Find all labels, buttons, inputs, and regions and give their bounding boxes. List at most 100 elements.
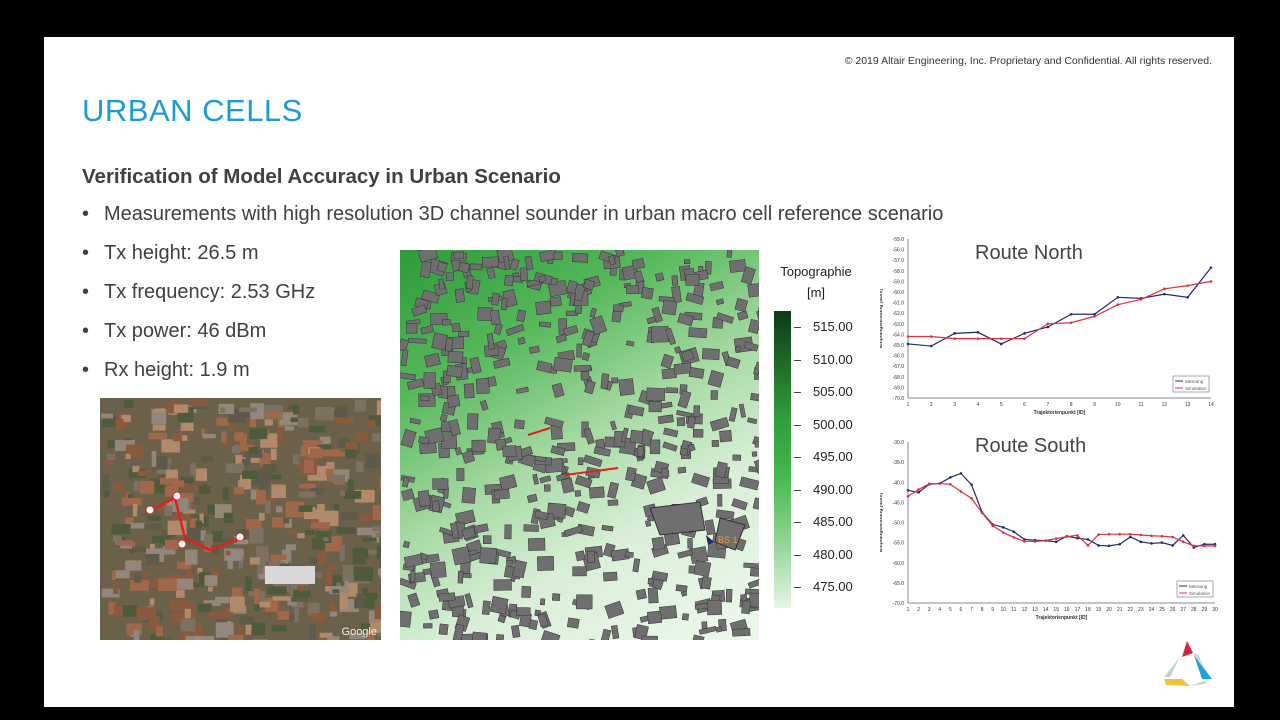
building: [526, 493, 538, 504]
data-point: [1012, 530, 1016, 534]
x-tick-label: 17: [1075, 607, 1081, 613]
colorbar-tick: [794, 489, 801, 491]
y-tick-label: -65.0: [893, 581, 905, 587]
building: [406, 378, 425, 391]
roof: [298, 505, 313, 512]
building: [715, 312, 735, 324]
roof: [254, 588, 260, 605]
roof: [221, 431, 227, 444]
building: [734, 298, 749, 313]
building: [729, 259, 747, 273]
roof: [329, 611, 337, 617]
building: [732, 454, 742, 461]
data-point: [1160, 534, 1164, 538]
building: [420, 325, 434, 335]
y-tick-label: -30.0: [893, 440, 905, 446]
colorbar-title-text: Topographie: [780, 264, 852, 279]
data-point: [1107, 532, 1111, 536]
data-point: [930, 335, 933, 338]
data-point: [1044, 539, 1047, 542]
colorbar-label: 490.00: [813, 481, 853, 497]
x-tick-label: 20: [1106, 607, 1112, 613]
roof: [114, 605, 123, 617]
building: [475, 378, 490, 395]
building: [446, 394, 461, 408]
x-tick-label: 19: [1096, 607, 1102, 613]
roof: [292, 405, 300, 415]
data-point: [1139, 533, 1143, 537]
building: [537, 613, 549, 628]
roof: [365, 593, 379, 600]
roof: [276, 506, 283, 513]
series-line-messung: [907, 267, 1212, 347]
data-point: [1054, 537, 1058, 540]
data-point: [1012, 536, 1016, 539]
roof: [139, 481, 155, 494]
roof: [279, 412, 298, 426]
roof: [235, 454, 242, 468]
roof: [362, 588, 369, 597]
colorbar-label: 485.00: [813, 514, 853, 529]
roof: [259, 512, 265, 521]
building: [661, 299, 678, 316]
roof: [335, 405, 348, 418]
colorbar-label: 515.00: [813, 319, 853, 334]
roof: [330, 602, 336, 618]
building: [551, 382, 565, 398]
building: [421, 289, 441, 304]
building: [497, 614, 507, 624]
roof: [365, 452, 380, 469]
building: [743, 341, 759, 352]
data-point: [1150, 534, 1153, 538]
roof: [355, 460, 364, 472]
roof: [266, 474, 282, 480]
roof: [225, 463, 244, 474]
measurement-route: [564, 467, 619, 476]
building: [456, 468, 465, 481]
building: [665, 387, 679, 394]
roof: [177, 561, 191, 570]
building: [428, 609, 440, 620]
building: [572, 566, 587, 577]
building: [560, 477, 575, 494]
building: [519, 267, 528, 282]
building: [649, 439, 661, 455]
measurement-route: [527, 427, 551, 436]
building: [479, 547, 497, 564]
roof: [283, 517, 290, 524]
building: [677, 466, 687, 474]
y-tick-label: -65.0: [893, 343, 905, 349]
legend-label: Messung: [1185, 379, 1204, 384]
roof: [292, 454, 304, 465]
building: [458, 331, 470, 337]
building: [544, 416, 564, 429]
data-point: [959, 472, 963, 475]
building: [420, 395, 430, 402]
y-tick-label: -63.0: [893, 322, 905, 328]
x-tick-label: 14: [1208, 402, 1214, 408]
data-point: [1069, 321, 1073, 325]
roof: [345, 442, 358, 452]
y-tick-label: -55.0: [893, 541, 905, 547]
building: [539, 598, 546, 606]
roof: [102, 474, 109, 489]
roof: [252, 535, 263, 542]
x-tick-label: 11: [1011, 607, 1016, 613]
building: [463, 383, 475, 399]
data-point: [917, 488, 920, 491]
roof: [143, 524, 163, 530]
roof: [176, 590, 185, 598]
roof: [150, 634, 164, 640]
roof: [311, 613, 325, 622]
roof: [182, 509, 196, 514]
building: [424, 352, 441, 368]
roof: [132, 465, 140, 473]
data-point: [906, 495, 910, 498]
x-tick-label: 4: [977, 402, 980, 408]
building: [715, 298, 725, 306]
x-tick-label: 5: [949, 607, 952, 613]
roof: [289, 590, 295, 595]
roof: [281, 555, 288, 568]
data-point: [1116, 303, 1120, 307]
building: [581, 330, 595, 348]
